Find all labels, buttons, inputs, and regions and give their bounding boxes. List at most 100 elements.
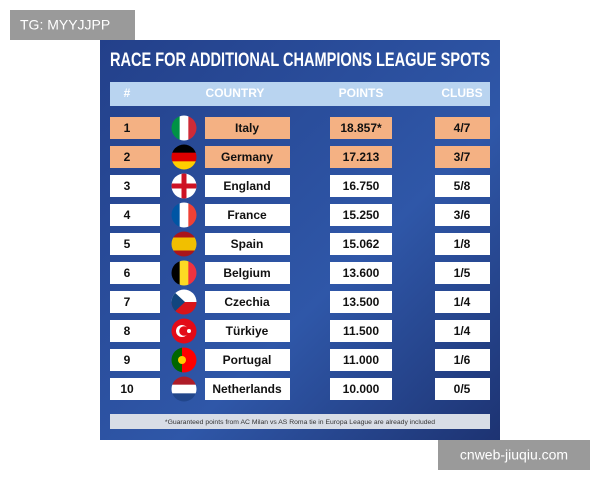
footnote-box bbox=[110, 414, 490, 429]
flag bbox=[171, 376, 197, 402]
country: Italy bbox=[235, 121, 259, 135]
cell bbox=[435, 175, 490, 197]
flag-part bbox=[178, 356, 186, 364]
flag-part bbox=[171, 384, 197, 394]
flag-part bbox=[179, 326, 189, 336]
title: RACE FOR ADDITIONAL CHAMPIONS LEAGUE SPO… bbox=[110, 50, 490, 71]
rank: 3 bbox=[124, 179, 131, 193]
points: 15.250 bbox=[343, 208, 380, 222]
cell bbox=[110, 262, 160, 284]
country: Netherlands bbox=[212, 382, 282, 396]
points: 17.213 bbox=[343, 150, 380, 164]
cell bbox=[205, 117, 290, 139]
footnote: *Guaranteed points from AC Milan vs AS R… bbox=[165, 419, 435, 426]
country: France bbox=[227, 208, 267, 222]
clubs: 0/5 bbox=[454, 382, 471, 396]
clubs: 1/5 bbox=[454, 266, 471, 280]
cell bbox=[205, 204, 290, 226]
rank: 7 bbox=[124, 295, 131, 309]
rank: 8 bbox=[124, 324, 131, 338]
rank: 6 bbox=[124, 266, 131, 280]
flag-part bbox=[171, 231, 197, 238]
watermark-box bbox=[10, 10, 135, 40]
flag-part bbox=[171, 237, 197, 245]
cell bbox=[110, 117, 160, 139]
column-header: COUNTRY bbox=[206, 86, 265, 100]
cell bbox=[330, 378, 392, 400]
cell bbox=[330, 175, 392, 197]
cell bbox=[205, 378, 290, 400]
cell bbox=[110, 146, 160, 168]
flag-part bbox=[188, 202, 197, 228]
flag bbox=[171, 202, 197, 228]
cell bbox=[330, 233, 392, 255]
flag-part bbox=[171, 244, 197, 251]
clubs: 1/4 bbox=[454, 295, 471, 309]
source-box bbox=[438, 440, 590, 470]
country: Türkiye bbox=[226, 324, 269, 338]
flag-part bbox=[171, 161, 197, 170]
cell bbox=[205, 262, 290, 284]
cell bbox=[110, 204, 160, 226]
watermark: TG: MYYJJPP bbox=[20, 17, 110, 33]
country: Germany bbox=[221, 150, 273, 164]
cell bbox=[205, 233, 290, 255]
flag-part bbox=[171, 144, 197, 153]
panel bbox=[100, 40, 500, 440]
rank: 2 bbox=[124, 150, 131, 164]
flag-part bbox=[171, 202, 180, 228]
flag bbox=[171, 173, 197, 199]
cell bbox=[435, 117, 490, 139]
flag-part bbox=[188, 115, 197, 141]
flag bbox=[171, 289, 197, 315]
cell bbox=[110, 291, 160, 313]
points: 18.857* bbox=[340, 121, 382, 135]
flag-part bbox=[179, 202, 189, 228]
points: 11.000 bbox=[343, 353, 379, 367]
cell bbox=[205, 146, 290, 168]
country: Czechia bbox=[224, 295, 270, 309]
points: 13.600 bbox=[343, 266, 380, 280]
clubs: 3/7 bbox=[454, 150, 471, 164]
flag bbox=[171, 347, 197, 373]
cell bbox=[330, 204, 392, 226]
flag-part bbox=[188, 260, 197, 286]
cell bbox=[330, 262, 392, 284]
country: Portugal bbox=[223, 353, 272, 367]
cell bbox=[435, 262, 490, 284]
cell bbox=[435, 204, 490, 226]
rank: 5 bbox=[124, 237, 131, 251]
cell bbox=[435, 291, 490, 313]
flag-part bbox=[171, 152, 197, 162]
cell bbox=[330, 349, 392, 371]
country: Belgium bbox=[223, 266, 270, 280]
clubs: 5/8 bbox=[454, 179, 471, 193]
rank: 1 bbox=[124, 121, 131, 135]
column-header: # bbox=[124, 86, 131, 100]
clubs: 1/8 bbox=[454, 237, 471, 251]
cell bbox=[435, 233, 490, 255]
cell bbox=[435, 146, 490, 168]
clubs: 4/7 bbox=[454, 121, 471, 135]
cell bbox=[205, 291, 290, 313]
column-header: POINTS bbox=[339, 86, 384, 100]
flag-part bbox=[171, 260, 180, 286]
cell bbox=[435, 349, 490, 371]
flag-part bbox=[182, 347, 197, 373]
flag-part bbox=[179, 115, 189, 141]
cell bbox=[205, 349, 290, 371]
column-header: CLUBS bbox=[441, 86, 482, 100]
flag bbox=[171, 260, 197, 286]
flag-part bbox=[187, 329, 191, 333]
flag-part bbox=[171, 347, 182, 373]
cell bbox=[205, 320, 290, 342]
points: 15.062 bbox=[343, 237, 380, 251]
points: 16.750 bbox=[343, 179, 380, 193]
cell bbox=[435, 320, 490, 342]
clubs: 3/6 bbox=[454, 208, 471, 222]
clubs: 1/6 bbox=[454, 353, 471, 367]
cell bbox=[330, 291, 392, 313]
source: cnweb-jiuqiu.com bbox=[460, 447, 568, 463]
country: Spain bbox=[231, 237, 264, 251]
